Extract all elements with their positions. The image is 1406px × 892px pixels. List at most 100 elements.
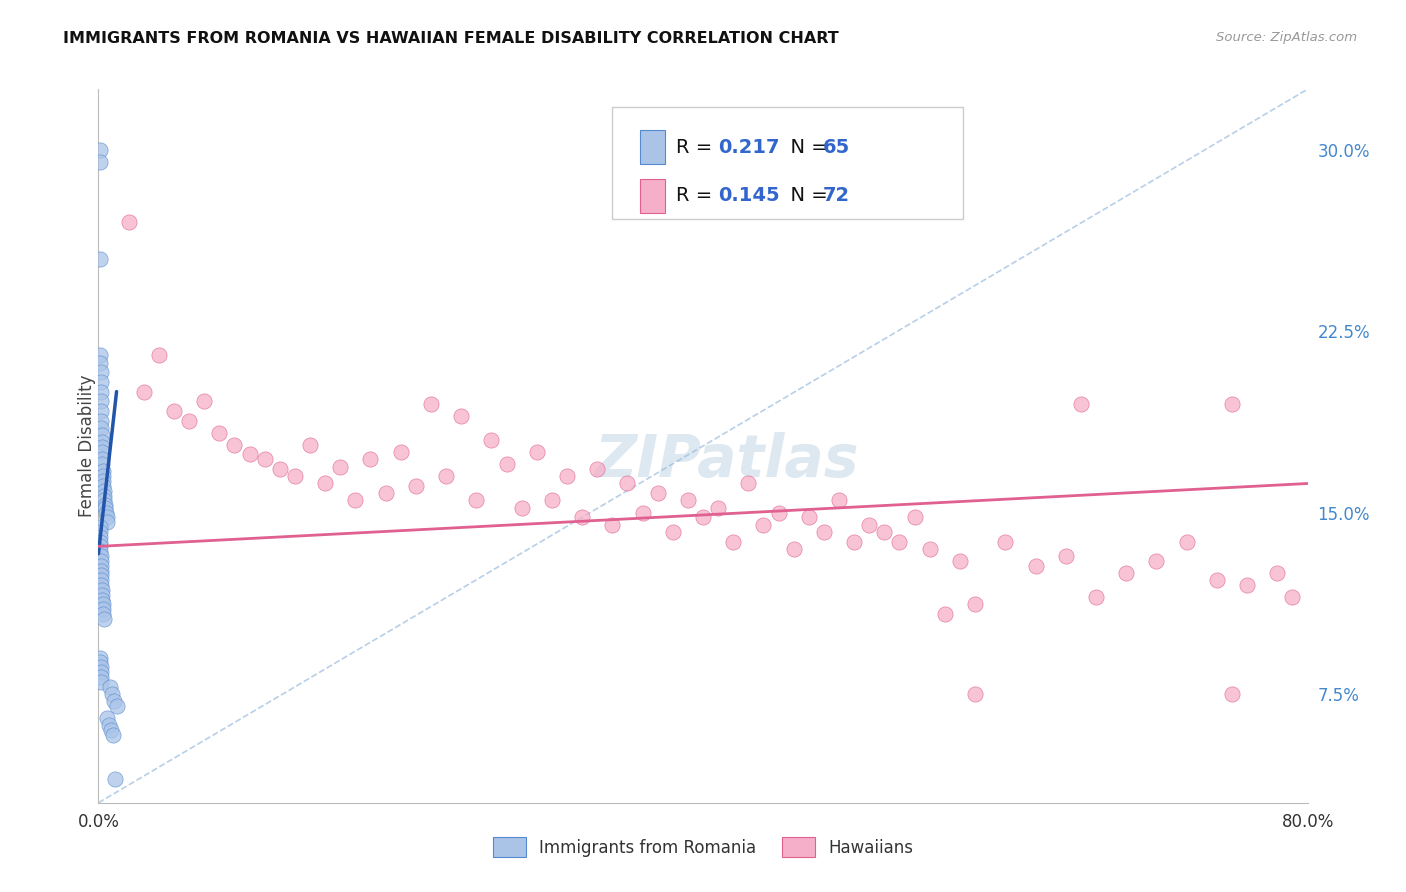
Point [965,598,987,612]
Text: N =: N = [778,138,834,157]
Point [91,592,114,607]
Point [90,670,112,684]
Point [1206,574,1229,588]
Point [90,404,112,418]
Point [89,154,111,169]
Point [89,544,111,558]
Point [284,469,307,483]
Point [374,486,396,500]
Point [1267,566,1289,580]
Point [93,489,115,503]
Point [91,469,114,483]
Point [90,384,112,399]
Point [93,483,115,498]
Point [208,425,231,440]
Point [1220,397,1243,411]
Point [873,524,896,539]
Point [420,397,443,411]
Point [96,711,118,725]
Point [676,493,699,508]
Point [90,578,112,592]
Point [90,558,112,573]
Point [163,404,186,418]
Point [91,588,114,602]
Point [783,541,806,556]
Point [91,452,114,467]
Point [90,574,112,588]
Point [1220,687,1243,701]
Point [1175,534,1198,549]
Point [89,143,111,157]
Point [148,348,170,362]
Point [510,500,533,515]
Point [93,612,115,626]
Point [90,660,112,674]
Point [91,598,114,612]
Point [94,500,117,515]
Point [90,582,112,597]
Text: R =: R = [676,138,718,157]
Point [1115,566,1137,580]
Point [647,486,669,500]
Point [89,524,111,539]
Point [692,510,714,524]
Point [904,510,927,524]
Text: IMMIGRANTS FROM ROMANIA VS HAWAIIAN FEMALE DISABILITY CORRELATION CHART: IMMIGRANTS FROM ROMANIA VS HAWAIIAN FEMA… [63,31,839,46]
Point [844,534,866,549]
Point [1054,549,1077,563]
Point [89,348,111,362]
Point [101,687,124,701]
Point [100,723,122,738]
Text: N =: N = [778,186,834,205]
Point [90,394,112,409]
Point [224,438,246,452]
Point [105,699,128,714]
Point [89,650,111,665]
Point [89,520,111,534]
Point [540,493,562,508]
Point [828,493,851,508]
Point [481,433,503,447]
Legend: Immigrants from Romania, Hawaiians: Immigrants from Romania, Hawaiians [485,829,921,866]
Point [90,549,112,563]
Point [949,554,972,568]
Point [90,428,112,442]
Point [360,452,382,467]
Point [994,534,1017,549]
Point [707,500,730,515]
Point [813,524,835,539]
Point [96,515,118,529]
Point [405,479,427,493]
Point [89,530,111,544]
Point [90,435,112,450]
Point [96,510,118,524]
Point [91,474,114,488]
Point [495,457,517,471]
Point [768,506,790,520]
Point [1144,554,1167,568]
Point [90,564,112,578]
Point [661,524,683,539]
Point [314,476,336,491]
Point [329,459,352,474]
Point [103,694,125,708]
Text: 0.217: 0.217 [718,138,780,157]
Point [89,534,111,549]
Point [179,414,201,428]
Point [344,493,367,508]
Point [93,493,115,508]
Point [797,510,820,524]
Point [858,517,880,532]
Point [965,687,987,701]
Point [90,665,112,680]
Point [94,498,117,512]
Point [90,421,112,435]
Point [239,447,262,461]
Y-axis label: Female Disability: Female Disability [79,375,96,517]
Point [89,252,111,266]
Point [526,445,548,459]
Point [91,464,114,478]
Point [94,506,117,520]
Point [1070,397,1092,411]
Point [1085,590,1108,604]
